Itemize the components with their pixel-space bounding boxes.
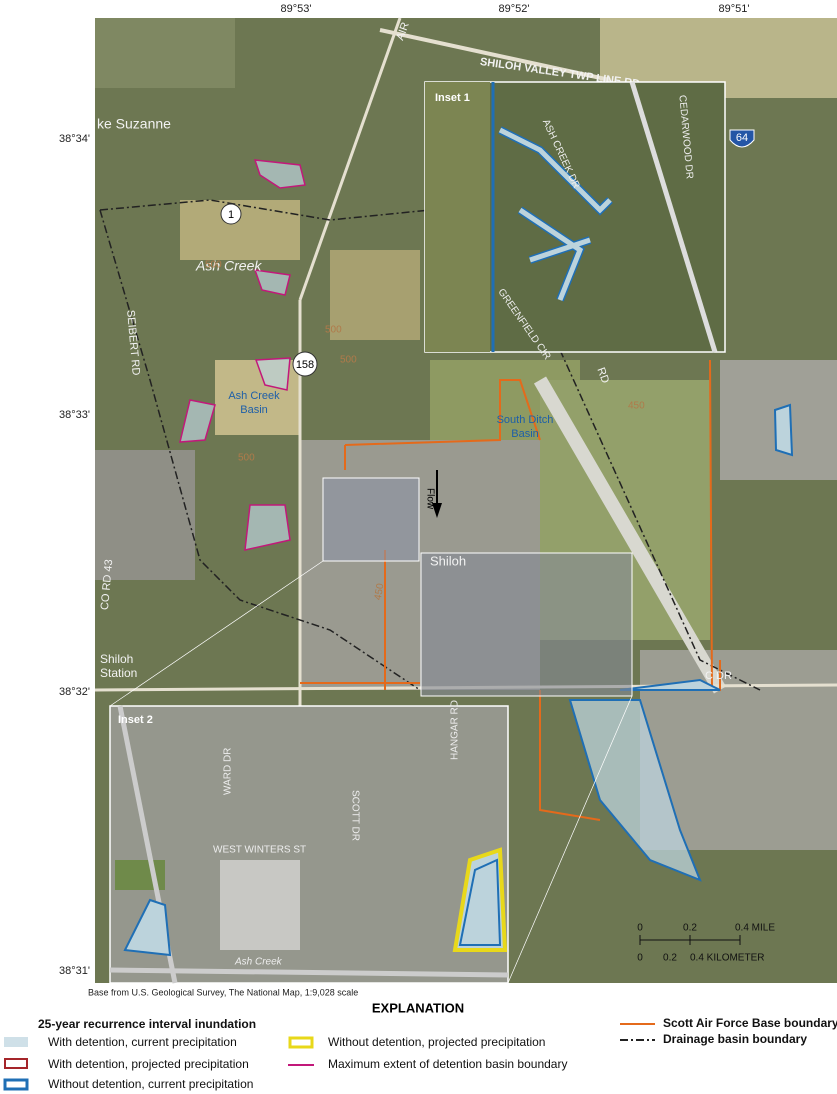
scale-label: 0.4 KILOMETER bbox=[690, 953, 764, 964]
credit: Base from U.S. Geological Survey, The Na… bbox=[88, 987, 358, 997]
longitude-label: 89°52' bbox=[499, 3, 530, 15]
scale-label: 0.2 bbox=[683, 923, 697, 934]
drainage-boundary bbox=[99, 209, 421, 691]
inundation-area bbox=[123, 898, 172, 957]
place-label: ke Suzanne bbox=[97, 116, 171, 132]
basin-label: Ash Creek bbox=[228, 390, 280, 402]
inundation-area bbox=[498, 127, 612, 301]
route-shield bbox=[292, 351, 318, 377]
road-label: C DR bbox=[705, 670, 732, 682]
legend-title: EXPLANATION bbox=[372, 1000, 464, 1015]
inset-2-extent bbox=[420, 552, 633, 697]
latitude-label: 38°33' bbox=[59, 409, 90, 421]
inset-2: Inset 2 WARD DR SCOTT DR HANGAR RD WEST … bbox=[109, 700, 509, 984]
legend-swatch bbox=[4, 1037, 28, 1047]
detention-basin bbox=[253, 159, 306, 189]
contour-label: 450 bbox=[373, 582, 387, 601]
drainage-boundary bbox=[559, 349, 761, 691]
inundation-area bbox=[568, 699, 702, 882]
detention-basin bbox=[253, 269, 291, 296]
leader-line bbox=[109, 560, 324, 707]
basin-label: Basin bbox=[511, 428, 539, 440]
inundation-area bbox=[619, 678, 721, 691]
place-label: Shiloh bbox=[100, 652, 133, 666]
scale-label: 0 bbox=[637, 953, 643, 964]
legend-label: With detention, projected precipitation bbox=[48, 1057, 249, 1071]
inundation-area bbox=[452, 847, 508, 952]
route-label: 64 bbox=[736, 132, 748, 144]
water-label: Ash Creek bbox=[195, 258, 262, 274]
road bbox=[629, 81, 718, 353]
road bbox=[298, 17, 402, 301]
inundation-area bbox=[773, 403, 794, 457]
road-label: RD bbox=[594, 366, 611, 385]
interstate-shield bbox=[729, 129, 755, 148]
legend-swatch bbox=[4, 1058, 28, 1069]
road-label: AIR bbox=[394, 21, 412, 42]
contour-label: 500 bbox=[340, 355, 357, 366]
latitude-label: 38°34' bbox=[59, 133, 90, 145]
basin-label: Basin bbox=[240, 404, 268, 416]
route-shield bbox=[220, 203, 242, 225]
inset-title: Inset 1 bbox=[435, 92, 470, 104]
field bbox=[95, 18, 235, 88]
legend-label: Without detention, current precipitation bbox=[48, 1077, 253, 1091]
route-label: 1 bbox=[228, 209, 234, 221]
street-label: HANGAR RD bbox=[450, 700, 461, 760]
detention-basin bbox=[254, 357, 291, 391]
legend-swatch bbox=[288, 1036, 314, 1049]
detention-basin bbox=[179, 399, 216, 443]
inset-frame bbox=[109, 705, 509, 984]
scale-bar: 0 0.2 0.4 MILE 0 0.2 0.4 KILOMETER bbox=[637, 923, 775, 964]
longitude-label: 89°51' bbox=[719, 3, 750, 15]
urban-area bbox=[95, 450, 195, 580]
inset-title: Inset 2 bbox=[118, 714, 153, 726]
road-label: CO RD 43 bbox=[99, 559, 115, 611]
route-label: 158 bbox=[296, 359, 314, 371]
place-label: Shiloh bbox=[430, 553, 466, 568]
contour-label: 450 bbox=[628, 401, 645, 412]
street-label: WEST WINTERS ST bbox=[213, 845, 306, 856]
inset-2-extent bbox=[322, 477, 420, 562]
scale-label: 0.2 bbox=[663, 953, 677, 964]
flow-arrow bbox=[432, 503, 442, 518]
inset-1: Inset 1 ASH CREEK DR CEDARWOOD DR GREENF… bbox=[424, 81, 726, 362]
legend-label: Maximum extent of detention basin bounda… bbox=[328, 1057, 567, 1071]
detention-basin bbox=[244, 504, 291, 551]
legend-swatch bbox=[3, 1078, 29, 1091]
road-label: SEIBERT RD bbox=[124, 309, 142, 375]
road bbox=[109, 967, 509, 978]
afb-boundary bbox=[300, 379, 601, 821]
scale-label: 0 bbox=[637, 923, 643, 934]
place-label: Station bbox=[100, 666, 137, 680]
flow-label: Flow bbox=[424, 488, 435, 510]
leader-line bbox=[507, 695, 633, 984]
legend-label: Scott Air Force Base boundary bbox=[663, 1016, 837, 1030]
contour-label: 500 bbox=[205, 260, 222, 271]
field bbox=[330, 250, 420, 340]
legend-label: Without detention, projected precipitati… bbox=[328, 1035, 545, 1049]
latitude-label: 38°32' bbox=[59, 686, 90, 698]
drainage-boundary bbox=[99, 199, 431, 221]
legend-label: With detention, current precipitation bbox=[48, 1035, 237, 1049]
latitude-label: 38°31' bbox=[59, 965, 90, 977]
contour-label: 500 bbox=[238, 453, 255, 464]
legend-group-title: 25-year recurrence interval inundation bbox=[38, 1017, 256, 1031]
inundation-area bbox=[458, 858, 502, 946]
building bbox=[220, 860, 300, 950]
contour-label: 500 bbox=[325, 325, 342, 336]
water-label: Ash Creek bbox=[234, 957, 283, 968]
field bbox=[425, 82, 490, 352]
longitude-label: 89°53' bbox=[281, 3, 312, 15]
basin-label: South Ditch bbox=[497, 414, 554, 426]
road bbox=[379, 28, 611, 82]
legend-label: Drainage basin boundary bbox=[663, 1032, 807, 1046]
scale-label: 0.4 MILE bbox=[735, 923, 775, 934]
street-label: SCOTT DR bbox=[349, 790, 360, 841]
street-label: WARD DR bbox=[223, 748, 234, 795]
